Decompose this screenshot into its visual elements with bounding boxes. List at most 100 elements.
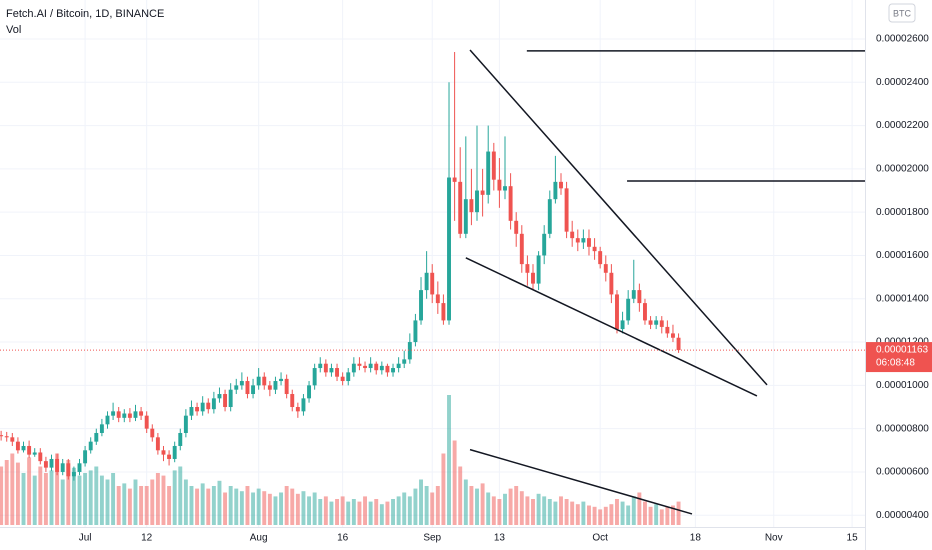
volume-bar	[206, 488, 211, 525]
volume-bar	[463, 479, 468, 525]
candle-body	[676, 337, 681, 351]
volume-bar	[284, 486, 289, 525]
volume-bar	[139, 486, 144, 525]
candle-body	[514, 220, 519, 234]
volume-bar	[643, 501, 647, 525]
volume-bar	[32, 475, 37, 525]
candle-body	[587, 238, 591, 247]
volume-bar	[368, 501, 373, 525]
currency[interactable]: BTC	[893, 8, 912, 18]
candle-body	[603, 264, 608, 273]
volume-bar	[200, 483, 205, 525]
candle-body	[396, 363, 401, 369]
volume-bar	[144, 486, 149, 525]
volume-bar	[161, 475, 166, 525]
y-tick-label: 0.00002400	[876, 77, 929, 88]
volume-bar	[273, 496, 278, 525]
candle-body	[357, 363, 362, 366]
candle-body	[547, 199, 552, 234]
candle-body	[144, 415, 149, 429]
volume-bar	[195, 488, 200, 525]
candle-body	[581, 238, 586, 243]
candle-body	[167, 454, 172, 459]
candle-body	[665, 326, 670, 334]
volume-bar	[553, 501, 558, 525]
volume-bar	[312, 492, 317, 525]
candle-body	[463, 199, 468, 234]
trend-line	[465, 257, 758, 397]
volume-bar	[497, 499, 502, 525]
volume-bar	[486, 492, 491, 525]
volume-bar	[290, 488, 295, 525]
drawings	[0, 49, 865, 515]
price-pane	[0, 51, 681, 481]
candle-body	[301, 398, 306, 412]
candle-body	[133, 411, 138, 418]
candle-body	[318, 363, 323, 369]
candle-body	[564, 188, 569, 232]
volume-bar	[4, 460, 9, 525]
volume-bar	[575, 504, 580, 525]
volume-bar	[564, 499, 569, 525]
volume-bar	[351, 499, 356, 525]
candle-body	[559, 181, 563, 189]
candle-body	[189, 407, 194, 416]
volume-bar	[419, 479, 423, 525]
volume-bar	[323, 496, 328, 525]
volume-bar	[587, 505, 591, 525]
candle-body	[245, 381, 250, 395]
currency-box[interactable]	[888, 3, 916, 23]
volume-bar	[77, 475, 82, 525]
trend-line	[469, 448, 693, 515]
x-tick-label: Sep	[423, 533, 441, 544]
candle-body	[363, 365, 367, 369]
volume-bar	[609, 504, 614, 525]
volume-bar	[491, 496, 496, 525]
candle-body	[15, 441, 20, 451]
volume-bar	[329, 501, 334, 525]
candle-body	[575, 238, 580, 243]
candle-body	[637, 290, 642, 304]
volume-bar	[620, 501, 625, 525]
candle-body	[491, 151, 496, 180]
candle-body	[480, 190, 485, 195]
volume-bar	[592, 506, 597, 525]
candle-body	[206, 402, 211, 410]
volume-bar	[547, 499, 552, 525]
volume-bar	[542, 496, 547, 525]
candle-body	[183, 415, 188, 433]
volume-bar	[172, 470, 177, 525]
volume-bar	[514, 486, 519, 525]
x-tick-label: 12	[141, 533, 153, 544]
volume-bar	[217, 480, 222, 525]
candle-body	[4, 436, 9, 438]
candle-body	[508, 186, 513, 221]
candle-body	[60, 463, 65, 472]
volume-bar	[111, 473, 116, 525]
volume-bar	[239, 491, 244, 525]
volume-bar	[211, 486, 216, 525]
candle-body	[469, 199, 474, 213]
candle-body	[631, 290, 636, 299]
candle-body	[105, 415, 110, 425]
volume-bar	[671, 505, 675, 525]
volume-bar	[116, 486, 121, 525]
volume-bar	[424, 486, 429, 525]
candle-body	[0, 435, 4, 437]
volume-bar	[245, 486, 250, 525]
candle-body	[424, 272, 429, 291]
x-tick-label: 16	[337, 533, 349, 544]
volume-bar	[413, 488, 418, 525]
volume-bar	[598, 509, 603, 525]
candle-body	[542, 233, 547, 256]
x-tick-label: Oct	[592, 533, 608, 544]
volume-bar	[71, 467, 76, 525]
volume-bar	[295, 493, 300, 525]
volume-bar	[150, 479, 155, 525]
volume-bar	[581, 501, 586, 525]
candle-body	[430, 272, 435, 295]
volume-bar	[631, 496, 636, 525]
price-tag	[866, 342, 932, 373]
candle-body	[66, 463, 71, 477]
